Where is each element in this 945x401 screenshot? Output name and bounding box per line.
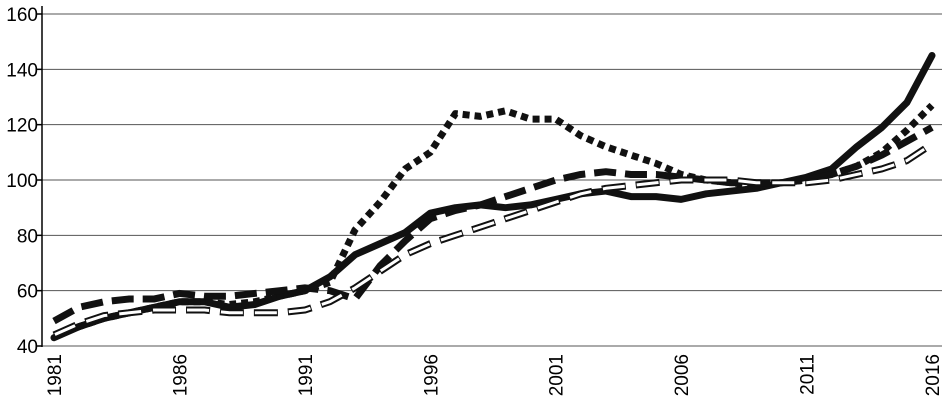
y-tick-label: 60	[17, 282, 38, 303]
series-line-outlined-dashed	[52, 141, 934, 339]
y-tick-label: 40	[17, 337, 38, 358]
x-tick-labels: 1981 1986 1991 1996 2001 2006 2011 2016	[45, 354, 944, 396]
x-tick-label: 2016	[923, 354, 944, 396]
y-tick-labels: 40 60 80 100 120 140 160	[6, 5, 38, 358]
y-tick-label: 160	[6, 5, 38, 26]
x-tick-label: 2011	[798, 354, 819, 395]
x-tick-label: 1991	[296, 354, 317, 396]
y-tick-label: 140	[6, 60, 38, 81]
y-tick-label: 80	[17, 226, 38, 247]
x-tick-label: 1986	[170, 354, 191, 396]
x-tick-label: 1996	[421, 354, 442, 396]
y-tick-label: 100	[6, 171, 38, 192]
series-line-inner	[53, 142, 933, 337]
x-tick-label: 2006	[672, 354, 693, 396]
x-tick-label: 2001	[547, 354, 568, 396]
series-lines	[50, 52, 936, 342]
series-line-outline	[52, 141, 934, 339]
gridlines	[36, 13, 942, 347]
y-tick-label: 120	[6, 116, 38, 137]
x-tick-label: 1981	[45, 354, 66, 396]
